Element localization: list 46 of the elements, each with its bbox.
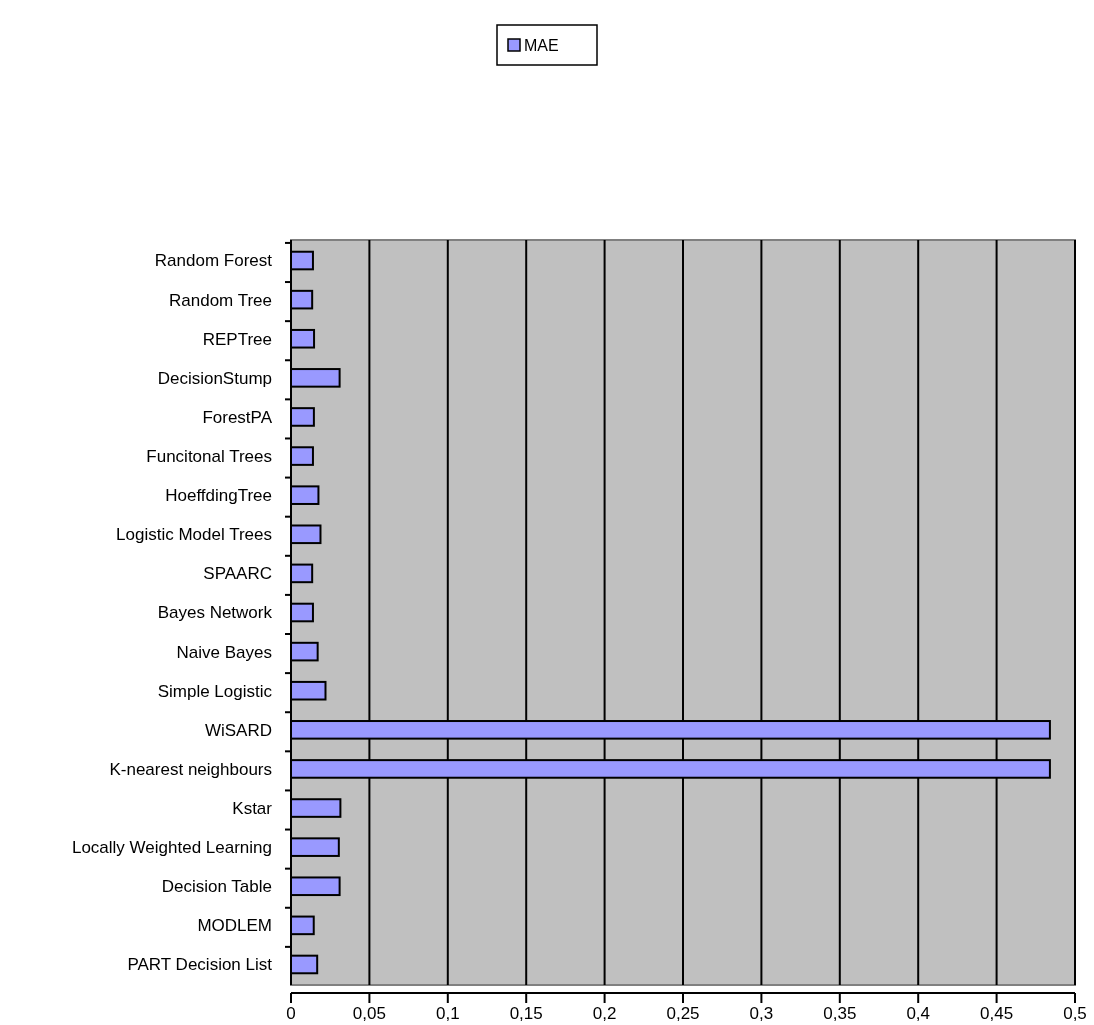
y-tick-label: HoeffdingTree xyxy=(165,486,272,506)
y-tick-label: Simple Logistic xyxy=(157,681,273,701)
y-tick-label: Logistic Model Trees xyxy=(116,525,272,545)
y-tick-label: K-nearest neighbours xyxy=(109,759,272,779)
y-tick-label: WiSARD xyxy=(204,720,272,740)
bar xyxy=(290,524,322,545)
y-tick-label: DecisionStump xyxy=(157,368,272,388)
x-tick-label: 0,2 xyxy=(592,1004,617,1023)
bar xyxy=(290,915,315,936)
y-tick-label: SPAARC xyxy=(203,564,272,584)
bar xyxy=(290,368,341,388)
bar xyxy=(290,837,340,857)
bar xyxy=(290,446,314,466)
y-tick-label: MODLEM xyxy=(197,916,272,936)
x-tick-label: 0,4 xyxy=(906,1004,931,1023)
bar xyxy=(290,407,315,427)
y-tick-label: Kstar xyxy=(232,798,273,818)
bar xyxy=(290,798,342,818)
x-tick-label: 0,3 xyxy=(749,1004,774,1023)
y-tick-label: ForestPA xyxy=(202,407,273,427)
x-tick-label: 0,1 xyxy=(435,1004,460,1023)
x-tick-label: 0,25 xyxy=(666,1004,700,1023)
x-tick-label: 0,35 xyxy=(823,1004,857,1023)
y-tick-label: PART Decision List xyxy=(127,955,273,975)
bar xyxy=(290,328,316,349)
bar xyxy=(290,954,319,975)
bar xyxy=(290,250,314,271)
x-tick-label: 0,05 xyxy=(352,1004,386,1023)
x-tick-label: 0,45 xyxy=(980,1004,1014,1023)
bar xyxy=(290,602,314,623)
x-tick-label: 0,5 xyxy=(1063,1004,1087,1023)
bar xyxy=(290,641,319,662)
y-tick-label: Bayes Network xyxy=(157,603,273,623)
legend-label: MAE xyxy=(524,36,559,54)
y-tick-label: REPTree xyxy=(202,329,272,349)
y-tick-label: Random Tree xyxy=(169,290,272,310)
y-tick-label: Funcitonal Trees xyxy=(146,447,272,467)
x-tick-label: 0,15 xyxy=(509,1004,543,1023)
y-tick-label: Locally Weighted Learning xyxy=(71,838,272,858)
y-tick-label: Naive Bayes xyxy=(176,642,272,662)
bar xyxy=(290,876,341,897)
bar xyxy=(290,485,320,505)
y-tick-label: Random Forest xyxy=(154,251,273,271)
y-tick-label: Decision Table xyxy=(161,877,272,897)
x-tick-label: 0 xyxy=(286,1004,296,1023)
bar xyxy=(290,680,327,701)
